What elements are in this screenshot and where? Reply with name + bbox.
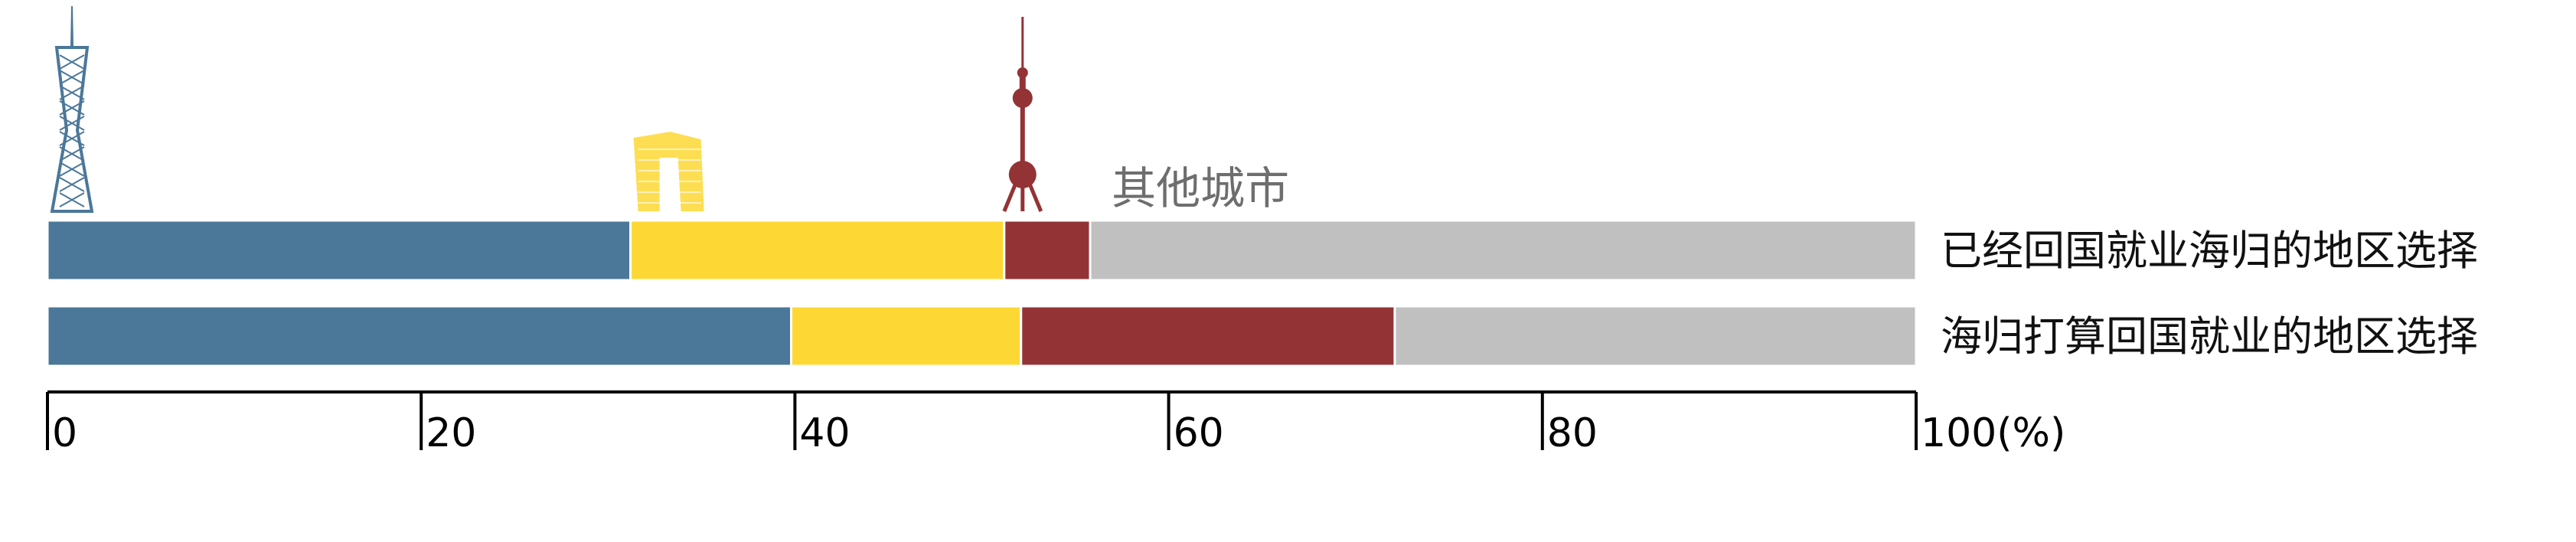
x-tick-label: 40	[799, 410, 850, 456]
bar-segment	[46, 219, 632, 282]
bar-segment	[1393, 305, 1918, 367]
x-axis: 0 20 40 60 80 100(%)	[46, 390, 2065, 456]
legend-icons: 其他城市	[50, 6, 1289, 214]
bar-segment	[46, 305, 793, 367]
bar-segment	[629, 219, 1006, 282]
x-tick-label: 0	[52, 410, 77, 456]
bar-segment	[1003, 219, 1092, 282]
oriental-pearl-tower-icon	[1002, 17, 1043, 212]
x-tick-label: 60	[1174, 410, 1224, 456]
cctv-headquarters-icon	[633, 132, 704, 211]
bar-segment	[1089, 219, 1918, 282]
x-tick-label: 20	[426, 410, 476, 456]
bar-segment	[1020, 305, 1396, 367]
category-label: 已经回国就业海归的地区选择	[1941, 227, 2478, 275]
legend-label-other-cities: 其他城市	[1112, 162, 1289, 214]
bars-layer	[46, 219, 1918, 367]
canton-tower-icon	[50, 6, 94, 213]
bar-segment	[790, 305, 1023, 367]
x-tick-label: 80	[1547, 410, 1598, 456]
category-label: 海归打算回国就业的地区选择	[1941, 312, 2478, 361]
x-tick-label: 100(%)	[1921, 410, 2065, 456]
